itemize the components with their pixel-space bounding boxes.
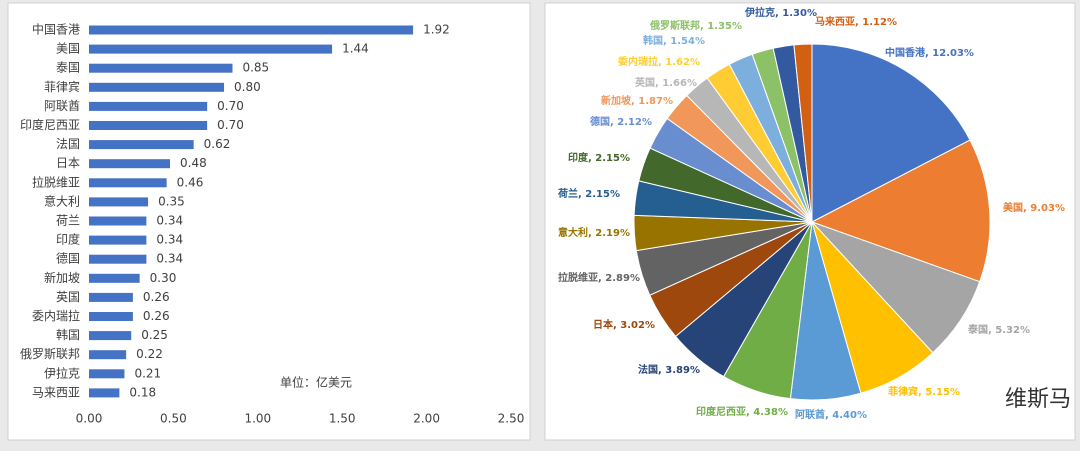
y-tick-label: 委内瑞拉 <box>32 308 80 323</box>
brand: 维斯马 <box>1005 387 1071 412</box>
slice-label: 泰国, 5.32% <box>967 323 1030 336</box>
bar <box>89 101 208 111</box>
bar <box>89 273 140 283</box>
y-tick-label: 韩国 <box>56 327 80 342</box>
value-label: 0.70 <box>217 99 244 113</box>
y-tick-label: 拉脱维亚 <box>32 174 80 189</box>
value-label: 0.22 <box>136 347 163 361</box>
slice-label: 拉脱维亚, 2.89% <box>558 271 640 284</box>
slice-label: 新加坡, 1.87% <box>601 94 673 107</box>
slice-label: 英国, 1.66% <box>634 76 697 89</box>
y-tick-label: 伊拉克 <box>44 365 80 380</box>
value-label: 0.26 <box>143 290 170 304</box>
bar <box>89 388 120 398</box>
y-tick-label: 印度尼西亚 <box>20 117 80 132</box>
slice-label: 俄罗斯联邦, 1.35% <box>649 19 742 32</box>
slice-label: 中国香港, 12.03% <box>885 46 974 59</box>
bar <box>89 350 127 360</box>
x-tick-label: 1.00 <box>244 412 271 426</box>
slice-label: 意大利, 2.19% <box>558 226 630 239</box>
y-tick-label: 英国 <box>56 290 80 304</box>
y-tick-label: 新加坡 <box>44 270 80 285</box>
value-label: 0.30 <box>150 271 177 285</box>
bar <box>89 121 208 130</box>
bar <box>89 140 194 150</box>
value-label: 0.35 <box>158 194 185 208</box>
slice-label: 法国, 3.89% <box>638 363 700 376</box>
y-tick-label: 阿联酋 <box>44 98 80 113</box>
bar <box>89 235 147 245</box>
unit-note: 单位：亿美元 <box>280 375 352 390</box>
value-label: 0.21 <box>134 366 161 380</box>
bar <box>89 369 125 379</box>
y-tick-label: 法国 <box>56 137 80 151</box>
bar <box>89 254 147 264</box>
bar <box>89 312 133 321</box>
bar <box>89 178 167 188</box>
x-tick-label: 0.00 <box>76 412 103 426</box>
bar <box>89 25 414 35</box>
y-tick-label: 美国 <box>56 42 80 56</box>
slice-label: 德国, 2.12% <box>589 115 652 128</box>
slice-label: 美国, 9.03% <box>1003 201 1065 214</box>
slice-label: 荷兰, 2.15% <box>557 187 620 200</box>
value-label: 0.34 <box>156 214 183 228</box>
slice-label: 韩国, 1.54% <box>643 34 705 47</box>
value-label: 0.48 <box>180 156 207 170</box>
bar <box>89 292 133 302</box>
y-tick-label: 中国香港 <box>32 22 80 37</box>
slice-label: 伊拉克, 1.30% <box>744 6 817 19</box>
value-label: 0.26 <box>143 309 170 323</box>
x-tick-label: 1.50 <box>329 412 356 426</box>
y-tick-label: 德国 <box>56 251 80 266</box>
y-tick-label: 马来西亚 <box>32 385 80 399</box>
slice-label: 印度, 2.15% <box>568 151 630 164</box>
y-tick-label: 日本 <box>56 156 80 170</box>
value-label: 0.34 <box>156 233 183 247</box>
bar <box>89 197 149 207</box>
value-label: 1.92 <box>423 23 450 37</box>
pie-slice <box>810 139 991 283</box>
value-label: 0.85 <box>242 61 269 75</box>
value-label: 0.46 <box>177 175 204 189</box>
value-label: 1.44 <box>342 42 369 56</box>
value-label: 0.25 <box>141 328 168 342</box>
x-tick-label: 2.00 <box>413 412 440 426</box>
slice-label: 委内瑞拉, 1.62% <box>617 55 700 68</box>
bar <box>89 82 225 92</box>
value-label: 0.62 <box>204 137 231 151</box>
y-tick-label: 菲律宾 <box>44 79 80 94</box>
value-label: 0.80 <box>234 80 261 94</box>
slice-label: 阿联酋, 4.40% <box>795 408 867 421</box>
x-tick-label: 2.50 <box>498 412 525 426</box>
bar <box>89 216 147 226</box>
value-label: 0.34 <box>156 252 183 266</box>
bar <box>89 63 233 73</box>
y-tick-label: 意大利 <box>44 193 80 208</box>
pie-slice <box>793 43 813 223</box>
y-tick-label: 俄罗斯联邦 <box>20 347 80 361</box>
y-tick-label: 泰国 <box>56 61 80 75</box>
y-tick-label: 荷兰 <box>56 214 80 228</box>
slice-label: 马来西亚, 1.12% <box>815 15 897 28</box>
bar <box>89 44 333 54</box>
x-tick-label: 0.50 <box>160 412 187 426</box>
value-label: 0.70 <box>217 118 244 132</box>
value-label: 0.18 <box>129 385 156 399</box>
slice-label: 菲律宾, 5.15% <box>888 385 960 398</box>
slice-label: 日本, 3.02% <box>593 318 655 331</box>
bar <box>89 331 132 341</box>
pie-slice <box>811 43 971 223</box>
bar <box>89 159 171 169</box>
slice-label: 印度尼西亚, 4.38% <box>696 405 788 418</box>
y-tick-label: 印度 <box>56 232 80 247</box>
